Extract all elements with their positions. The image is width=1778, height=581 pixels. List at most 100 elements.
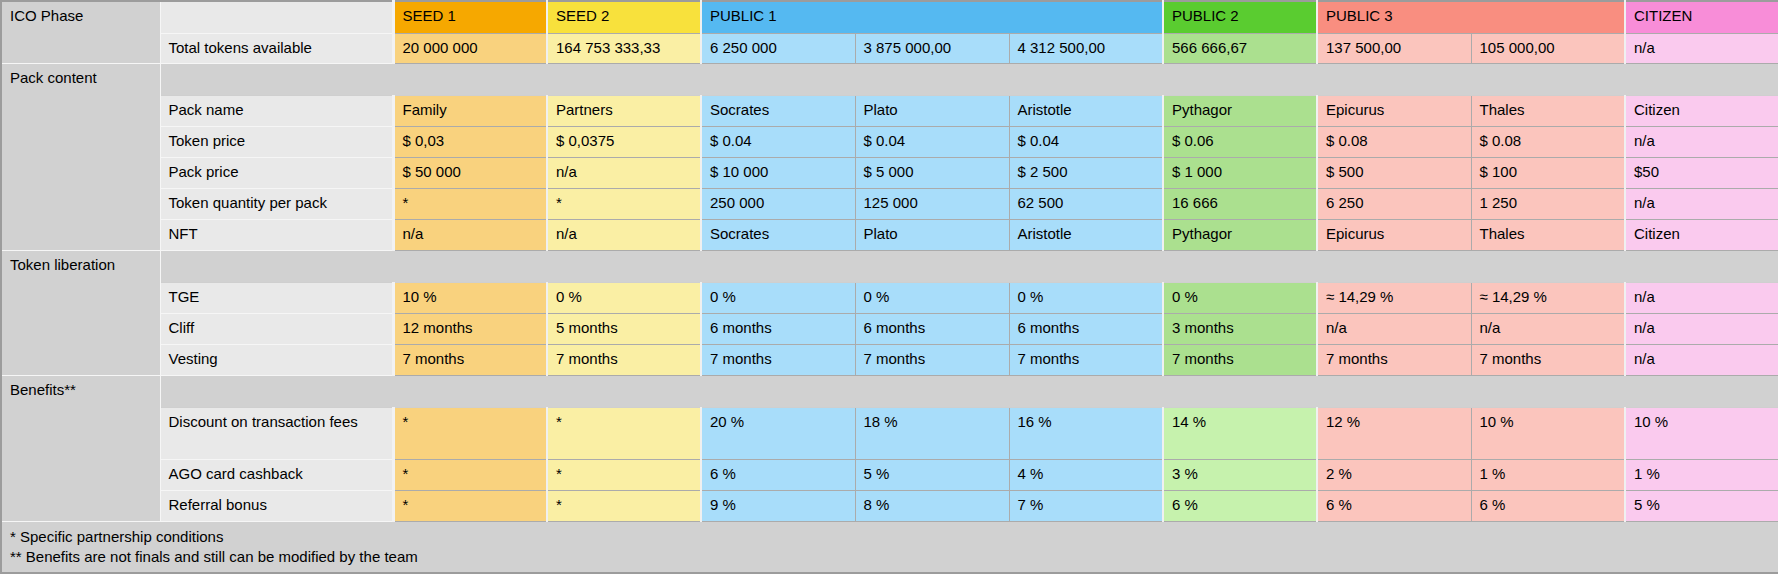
section-label-token-liberation: Token liberation (1, 250, 160, 375)
cell-total-tokens-available-5: 566 666,67 (1163, 33, 1317, 63)
phase-header-public-1: PUBLIC 1 (701, 1, 1163, 33)
header-empty-cell (160, 1, 393, 33)
cell-referral-bonus-5: 6 % (1163, 490, 1317, 521)
cell-total-tokens-available-2: 6 250 000 (701, 33, 855, 63)
cell-token-quantity-per-pack-4: 62 500 (1009, 188, 1163, 219)
cell-referral-bonus-1: * (547, 490, 701, 521)
cell-cliff-5: 3 months (1163, 313, 1317, 344)
cell-token-quantity-per-pack-6: 6 250 (1317, 188, 1471, 219)
cell-pack-price-6: $ 500 (1317, 157, 1471, 188)
cell-nft-1: n/a (547, 219, 701, 250)
cell-ago-card-cashback-2: 6 % (701, 459, 855, 490)
cell-ago-card-cashback-4: 4 % (1009, 459, 1163, 490)
cell-pack-price-5: $ 1 000 (1163, 157, 1317, 188)
cell-referral-bonus-7: 6 % (1471, 490, 1625, 521)
cell-ago-card-cashback-6: 2 % (1317, 459, 1471, 490)
cell-vesting-8: n/a (1625, 344, 1778, 375)
cell-pack-price-3: $ 5 000 (855, 157, 1009, 188)
cell-token-price-1: $ 0,0375 (547, 126, 701, 157)
cell-tge-4: 0 % (1009, 282, 1163, 313)
cell-token-price-2: $ 0.04 (701, 126, 855, 157)
cell-ago-card-cashback-5: 3 % (1163, 459, 1317, 490)
cell-token-quantity-per-pack-8: n/a (1625, 188, 1778, 219)
cell-tge-5: 0 % (1163, 282, 1317, 313)
cell-tge-1: 0 % (547, 282, 701, 313)
cell-token-quantity-per-pack-0: * (393, 188, 547, 219)
row-label-cliff: Cliff (160, 313, 393, 344)
cell-vesting-5: 7 months (1163, 344, 1317, 375)
phase-header-public-3: PUBLIC 3 (1317, 1, 1625, 33)
cell-ago-card-cashback-0: * (393, 459, 547, 490)
cell-nft-0: n/a (393, 219, 547, 250)
cell-pack-price-8: $50 (1625, 157, 1778, 188)
cell-tge-0: 10 % (393, 282, 547, 313)
cell-nft-4: Aristotle (1009, 219, 1163, 250)
cell-nft-5: Pythagor (1163, 219, 1317, 250)
cell-total-tokens-available-0: 20 000 000 (393, 33, 547, 63)
row-label-vesting: Vesting (160, 344, 393, 375)
cell-token-price-4: $ 0.04 (1009, 126, 1163, 157)
section-label-pack-content: Pack content (1, 63, 160, 250)
phase-header-public-2: PUBLIC 2 (1163, 1, 1317, 33)
cell-token-quantity-per-pack-2: 250 000 (701, 188, 855, 219)
cell-cliff-8: n/a (1625, 313, 1778, 344)
cell-nft-3: Plato (855, 219, 1009, 250)
cell-vesting-7: 7 months (1471, 344, 1625, 375)
cell-token-price-8: n/a (1625, 126, 1778, 157)
cell-token-price-3: $ 0.04 (855, 126, 1009, 157)
footnote-2: ** Benefits are not finals and still can… (10, 547, 1770, 567)
cell-pack-price-0: $ 50 000 (393, 157, 547, 188)
cell-referral-bonus-4: 7 % (1009, 490, 1163, 521)
cell-pack-price-1: n/a (547, 157, 701, 188)
cell-discount-on-transaction-fees-0: * (393, 407, 547, 459)
cell-token-price-6: $ 0.08 (1317, 126, 1471, 157)
cell-discount-on-transaction-fees-3: 18 % (855, 407, 1009, 459)
row-label-pack-name: Pack name (160, 95, 393, 126)
cell-ago-card-cashback-7: 1 % (1471, 459, 1625, 490)
phase-header-citizen: CITIZEN (1625, 1, 1778, 33)
cell-cliff-3: 6 months (855, 313, 1009, 344)
cell-discount-on-transaction-fees-6: 12 % (1317, 407, 1471, 459)
cell-referral-bonus-8: 5 % (1625, 490, 1778, 521)
cell-pack-name-8: Citizen (1625, 95, 1778, 126)
row-label-nft: NFT (160, 219, 393, 250)
cell-cliff-4: 6 months (1009, 313, 1163, 344)
cell-referral-bonus-6: 6 % (1317, 490, 1471, 521)
cell-nft-8: Citizen (1625, 219, 1778, 250)
cell-total-tokens-available-6: 137 500,00 (1317, 33, 1471, 63)
cell-token-price-7: $ 0.08 (1471, 126, 1625, 157)
cell-total-tokens-available-3: 3 875 000,00 (855, 33, 1009, 63)
cell-tge-7: ≈ 14,29 % (1471, 282, 1625, 313)
cell-cliff-1: 5 months (547, 313, 701, 344)
row-label-ago-card-cashback: AGO card cashback (160, 459, 393, 490)
cell-vesting-1: 7 months (547, 344, 701, 375)
cell-pack-name-7: Thales (1471, 95, 1625, 126)
cell-ago-card-cashback-8: 1 % (1625, 459, 1778, 490)
cell-pack-price-7: $ 100 (1471, 157, 1625, 188)
cell-ago-card-cashback-3: 5 % (855, 459, 1009, 490)
cell-vesting-6: 7 months (1317, 344, 1471, 375)
cell-discount-on-transaction-fees-2: 20 % (701, 407, 855, 459)
cell-discount-on-transaction-fees-7: 10 % (1471, 407, 1625, 459)
cell-tge-6: ≈ 14,29 % (1317, 282, 1471, 313)
cell-pack-name-6: Epicurus (1317, 95, 1471, 126)
cell-referral-bonus-0: * (393, 490, 547, 521)
cell-token-quantity-per-pack-7: 1 250 (1471, 188, 1625, 219)
cell-vesting-2: 7 months (701, 344, 855, 375)
cell-pack-price-2: $ 10 000 (701, 157, 855, 188)
cell-discount-on-transaction-fees-1: * (547, 407, 701, 459)
cell-referral-bonus-3: 8 % (855, 490, 1009, 521)
section-spacer-row (160, 250, 1778, 282)
cell-cliff-6: n/a (1317, 313, 1471, 344)
section-label-ico-phase: ICO Phase (1, 1, 160, 63)
cell-referral-bonus-2: 9 % (701, 490, 855, 521)
cell-tge-2: 0 % (701, 282, 855, 313)
cell-cliff-2: 6 months (701, 313, 855, 344)
cell-token-quantity-per-pack-5: 16 666 (1163, 188, 1317, 219)
row-label-discount-on-transaction-fees: Discount on transaction fees (160, 407, 393, 459)
cell-discount-on-transaction-fees-8: 10 % (1625, 407, 1778, 459)
cell-token-price-0: $ 0,03 (393, 126, 547, 157)
cell-token-quantity-per-pack-1: * (547, 188, 701, 219)
cell-total-tokens-available-1: 164 753 333,33 (547, 33, 701, 63)
cell-nft-7: Thales (1471, 219, 1625, 250)
